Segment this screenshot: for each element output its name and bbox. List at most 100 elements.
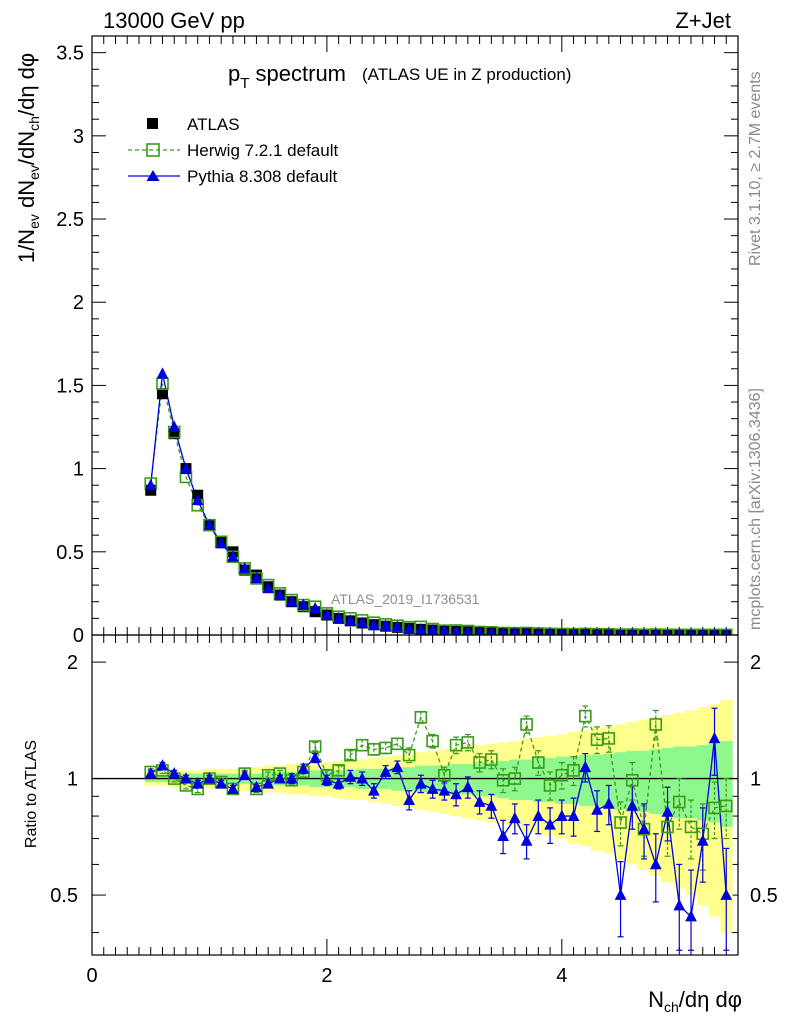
pythia-ratio-point [567, 809, 580, 821]
analysis-watermark: ATLAS_2019_I1736531 [331, 591, 480, 607]
pythia-point [475, 626, 485, 635]
pythia-ratio-point [661, 805, 674, 817]
uncertainty-band-green [696, 745, 710, 821]
pythia-ratio-point [473, 795, 486, 807]
pythia-point [379, 619, 392, 631]
pythia-point [605, 628, 613, 635]
pythia-point [238, 561, 251, 574]
pythia-point [344, 614, 357, 626]
plot-title-subscript: T [240, 75, 249, 92]
uncertainty-band-green [649, 749, 663, 814]
pythia-point [628, 628, 636, 635]
pythia-point [711, 628, 718, 635]
pythia-point [687, 628, 695, 635]
pythia-ratio-point [638, 822, 650, 835]
uncertainty-band-green [591, 755, 604, 806]
pythia-point [168, 420, 181, 432]
pythia-ratio-point [238, 768, 251, 781]
top-y-tick-label: 0.5 [56, 542, 84, 564]
top-y-axis-label: 1/Nev dNev/dNch/dη dφ [14, 53, 42, 263]
legend-pythia-marker [146, 170, 160, 181]
herwig-ratio-point [543, 779, 557, 792]
pythia-ratio-point [227, 782, 239, 794]
pythia-ratio-point [144, 767, 157, 779]
herwig-ratio-point [461, 736, 475, 749]
pythia-ratio-point [673, 898, 686, 911]
bottom-y-tick-label-right: 0.5 [750, 885, 778, 907]
pythia-point [356, 616, 368, 628]
pythia-point [332, 611, 345, 624]
pythia-ratio-point [685, 910, 697, 922]
pythia-ratio-point [379, 765, 392, 777]
pythia-point [664, 628, 671, 635]
plot-subtitle: (ATLAS UE in Z production) [362, 65, 571, 84]
bottom-y-tick-label-right: 1 [750, 769, 761, 791]
pythia-point [558, 627, 566, 635]
pythia-point [499, 627, 508, 635]
pythia-ratio-point [368, 784, 380, 796]
top-y-tick-label: 3 [73, 126, 84, 148]
pythia-ratio-point [438, 784, 451, 796]
bottom-axis-ticks: 0.5 0.5 1 1 2 2 0 2 4 [50, 635, 778, 987]
pythia-ratio-point [297, 762, 310, 774]
pythia-point [569, 627, 578, 635]
pythia-ratio-point [579, 760, 592, 773]
legend-pythia-label: Pythia 8.308 default [187, 167, 338, 186]
herwig-ratio-point [485, 753, 498, 766]
herwig-ratio-line [150, 714, 727, 835]
plot-title-main: p [228, 61, 240, 86]
pythia-ratio-point [156, 759, 169, 771]
uncertainty-band-green [567, 756, 580, 804]
pythia-ratio-point [274, 772, 286, 784]
pythia-ratio-point [708, 731, 721, 744]
uncertainty-band-green [450, 764, 463, 795]
pythia-ratio-point [262, 777, 275, 789]
pythia-point [403, 622, 415, 635]
pythia-ratio-point [462, 780, 474, 793]
herwig-ratio-point [719, 799, 733, 813]
bottom-y-tick-label-right: 2 [750, 652, 761, 674]
pythia-ratio-point [403, 793, 415, 805]
pythia-point [522, 627, 531, 635]
pythia-point [321, 608, 333, 620]
pythia-ratio-point [285, 772, 298, 784]
herwig-ratio-point [602, 732, 616, 745]
pythia-ratio-point [426, 782, 439, 794]
bottom-y-tick-label: 1 [67, 769, 78, 791]
x-axis-label: Nch/dη dφ [648, 987, 742, 1015]
pythia-ratio-point [532, 809, 545, 821]
pythia-ratio-point [309, 751, 322, 763]
pythia-point [581, 627, 590, 635]
pythia-point [180, 462, 192, 474]
top-y-tick-label: 2.5 [56, 209, 84, 231]
pythia-point [486, 626, 496, 635]
pythia-ratio-point [497, 829, 509, 842]
pythia-point [462, 625, 473, 635]
pythia-ratio-point [168, 767, 181, 779]
pythia-ratio-point [649, 857, 662, 870]
pythia-point [262, 581, 275, 594]
herwig-ratio-point [344, 748, 357, 762]
pythia-point [297, 598, 310, 610]
herwig-ratio-point [532, 756, 545, 769]
pythia-ratio-point [450, 787, 462, 800]
pythia-point [144, 478, 157, 491]
pythia-ratio-point [602, 797, 615, 809]
herwig-ratio-point [508, 772, 522, 785]
top-y-tick-label: 1 [73, 459, 84, 481]
pythia-point [368, 618, 380, 631]
herwig-ratio-point [614, 816, 627, 829]
pythia-ratio-point [344, 770, 357, 782]
pythia-point [593, 627, 601, 635]
herwig-ratio-point [684, 820, 698, 834]
bottom-y-tick-label: 2 [67, 652, 78, 674]
pythia-point [451, 625, 462, 635]
herwig-ratio-point [625, 773, 639, 787]
legend-herwig-marker [146, 143, 160, 157]
legend-atlas-marker [147, 118, 158, 129]
atlas-point [168, 428, 180, 440]
top-y-tick-label: 2 [73, 292, 84, 314]
pythia-point [546, 627, 554, 635]
pythia-point [309, 601, 322, 614]
pythia-point [652, 628, 660, 635]
